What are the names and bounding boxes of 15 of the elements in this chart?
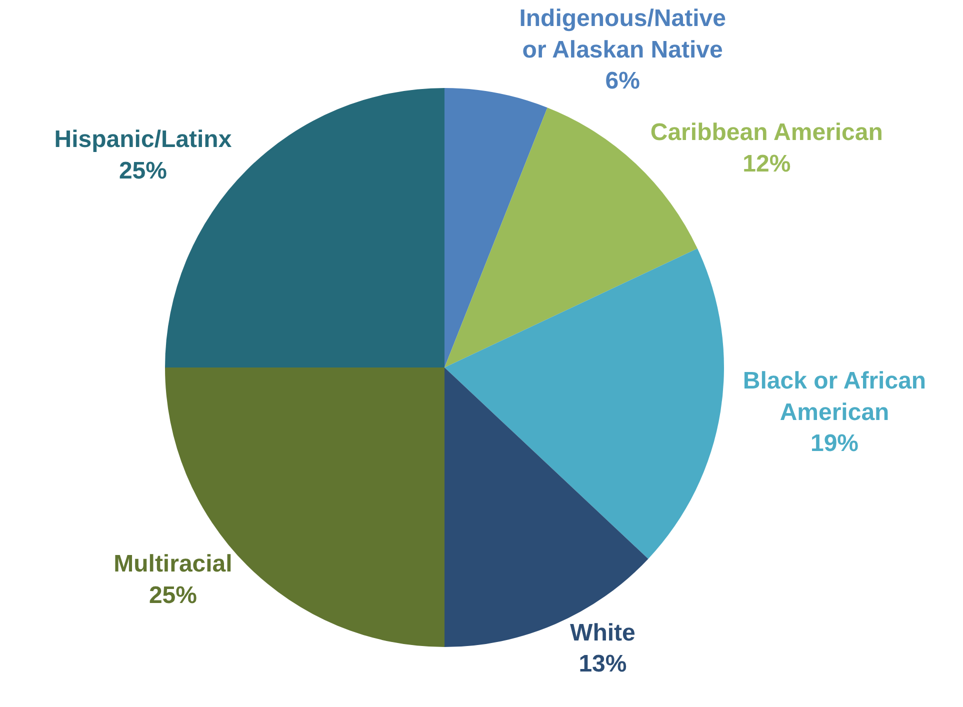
- data-label: 25%: [118, 157, 167, 184]
- pie-slice: [444, 368, 648, 647]
- slice-label: Black or African American: [742, 368, 926, 426]
- data-label: 25%: [148, 582, 197, 609]
- slice-label: White: [570, 619, 636, 646]
- data-label: 12%: [742, 150, 791, 178]
- data-label: 13%: [578, 650, 627, 678]
- pie-slice: [444, 88, 548, 368]
- data-label: 19%: [810, 430, 859, 458]
- slice-label: Indigenous/Native or Alaskan Native: [519, 5, 726, 64]
- slice-label: Multiracial: [114, 550, 232, 578]
- data-label: 6%: [605, 68, 640, 95]
- slice-label: Hispanic/Latinx: [54, 126, 232, 154]
- slice-label: Caribbean American: [650, 119, 883, 146]
- pie-slice: [444, 248, 724, 559]
